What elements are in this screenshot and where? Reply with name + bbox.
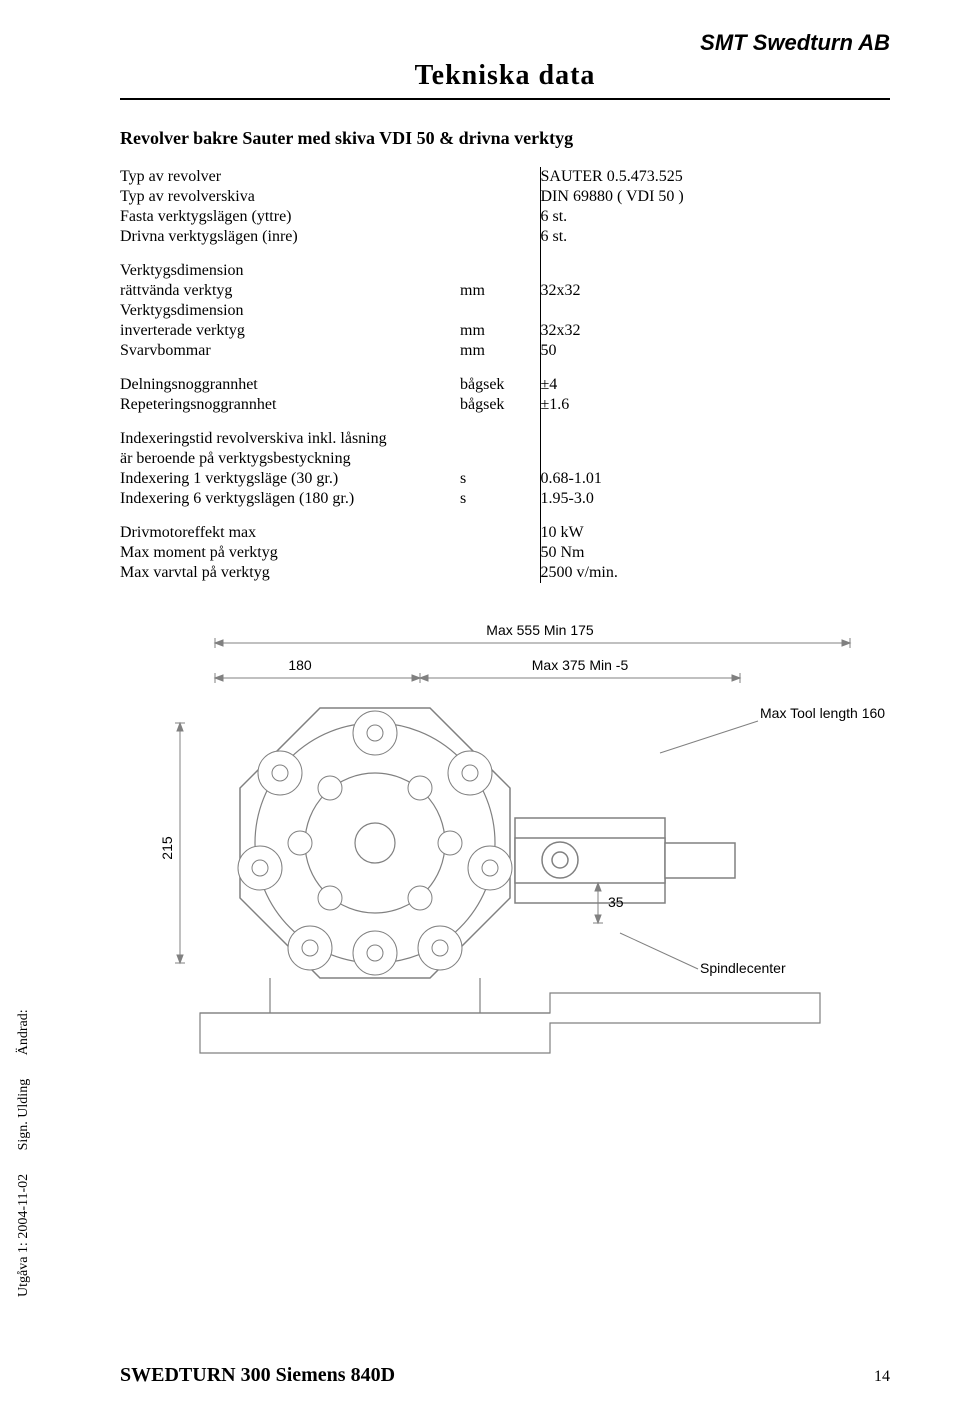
spec-row: Typ av revolverskiva DIN 69880 ( VDI 50 ) <box>120 187 890 207</box>
spec-unit: mm <box>460 321 540 341</box>
spec-unit <box>460 543 540 563</box>
spec-row: Drivna verktygslägen (inre) 6 st. <box>120 227 890 247</box>
spec-unit: mm <box>460 341 540 361</box>
spec-unit <box>460 187 540 207</box>
spec-value: DIN 69880 ( VDI 50 ) <box>540 187 890 207</box>
spec-label: Indexering 1 verktygsläge (30 gr.) <box>120 469 460 489</box>
footer-page-number: 14 <box>874 1368 890 1386</box>
spec-label: Fasta verktygslägen (yttre) <box>120 207 460 227</box>
spec-unit <box>460 429 540 449</box>
spec-label: Drivmotoreffekt max <box>120 523 460 543</box>
page-title: Tekniska data <box>120 60 890 92</box>
spec-row: Typ av revolver SAUTER 0.5.473.525 <box>120 167 890 187</box>
diagram-svg: Max 555 Min 175 180 Max 375 Min -5 Max T… <box>120 613 890 1113</box>
spec-unit <box>460 167 540 187</box>
spec-row: är beroende på verktygsbestyckning <box>120 449 890 469</box>
spec-value: 32x32 <box>540 321 890 341</box>
spec-row: Indexering 1 verktygsläge (30 gr.)s0.68-… <box>120 469 890 489</box>
spec-value: 32x32 <box>540 281 890 301</box>
spec-label: Typ av revolverskiva <box>120 187 460 207</box>
dim-label: Spindlecenter <box>700 960 786 976</box>
spec-value: 50 Nm <box>540 543 890 563</box>
spec-label: Verktygsdimension <box>120 301 460 321</box>
spec-row: Indexeringstid revolverskiva inkl. låsni… <box>120 429 890 449</box>
spec-label: Max varvtal på verktyg <box>120 563 460 583</box>
spec-value: 6 st. <box>540 207 890 227</box>
spec-row: Indexering 6 verktygslägen (180 gr.)s1.9… <box>120 489 890 509</box>
dim-label: 35 <box>608 894 624 910</box>
technical-diagram: Max 555 Min 175 180 Max 375 Min -5 Max T… <box>120 613 890 1113</box>
spec-unit: s <box>460 469 540 489</box>
dim-label: Max Tool length 160 <box>760 705 885 721</box>
spec-label: Verktygsdimension <box>120 261 460 281</box>
company-name: SMT Swedturn AB <box>700 30 890 56</box>
dim-label: Max 555 Min 175 <box>486 622 594 638</box>
spec-value: SAUTER 0.5.473.525 <box>540 167 890 187</box>
spec-unit: mm <box>460 281 540 301</box>
revision-line: Utgåva 1: 2004-11-02 <box>16 1174 32 1297</box>
footer-product: SWEDTURN 300 Siemens 840D <box>120 1364 395 1387</box>
spec-unit: s <box>460 489 540 509</box>
spec-unit <box>460 207 540 227</box>
spec-value <box>540 449 890 469</box>
spec-unit <box>460 227 540 247</box>
dim-label: 180 <box>288 657 312 673</box>
spec-row: Fasta verktygslägen (yttre) 6 st. <box>120 207 890 227</box>
spec-row: rättvända verktygmm32x32 <box>120 281 890 301</box>
spec-unit <box>460 523 540 543</box>
revision-line: Sign. Ulding <box>16 1079 32 1151</box>
spec-value: 1.95-3.0 <box>540 489 890 509</box>
spec-row: Verktygsdimension <box>120 261 890 281</box>
spec-row: Max varvtal på verktyg 2500 v/min. <box>120 563 890 583</box>
spec-value: 0.68-1.01 <box>540 469 890 489</box>
spec-unit <box>460 563 540 583</box>
spec-unit: bågsek <box>460 375 540 395</box>
spec-label: inverterade verktyg <box>120 321 460 341</box>
spec-value: ±4 <box>540 375 890 395</box>
title-rule <box>120 98 890 100</box>
spec-value <box>540 301 890 321</box>
spec-value: ±1.6 <box>540 395 890 415</box>
spec-row: inverterade verktygmm32x32 <box>120 321 890 341</box>
spec-label: är beroende på verktygsbestyckning <box>120 449 460 469</box>
spec-label: Indexering 6 verktygslägen (180 gr.) <box>120 489 460 509</box>
spec-value: 6 st. <box>540 227 890 247</box>
spec-label: Repeteringsnoggrannhet <box>120 395 460 415</box>
spec-value: 2500 v/min. <box>540 563 890 583</box>
page-footer: SWEDTURN 300 Siemens 840D 14 <box>120 1364 890 1387</box>
spec-label: Typ av revolver <box>120 167 460 187</box>
spec-label: Indexeringstid revolverskiva inkl. låsni… <box>120 429 460 449</box>
spec-row: Drivmotoreffekt max 10 kW <box>120 523 890 543</box>
dim-label: 215 <box>159 836 175 860</box>
spec-label: rättvända verktyg <box>120 281 460 301</box>
section-subtitle: Revolver bakre Sauter med skiva VDI 50 &… <box>120 128 890 149</box>
spec-unit <box>460 449 540 469</box>
revision-line: Ändrad: <box>16 1009 32 1055</box>
spec-row: Max moment på verktyg 50 Nm <box>120 543 890 563</box>
spec-unit <box>460 261 540 281</box>
spec-row: Repeteringsnoggrannhetbågsek±1.6 <box>120 395 890 415</box>
spec-table: Typ av revolver SAUTER 0.5.473.525 Typ av… <box>120 167 890 583</box>
spec-label: Max moment på verktyg <box>120 543 460 563</box>
spec-row: Verktygsdimension <box>120 301 890 321</box>
spec-label: Drivna verktygslägen (inre) <box>120 227 460 247</box>
revision-block: Utgåva 1: 2004-11-02 Sign. Ulding Ändrad… <box>16 989 32 1297</box>
dim-label: Max 375 Min -5 <box>532 657 629 673</box>
spec-label: Svarvbommar <box>120 341 460 361</box>
spec-value: 50 <box>540 341 890 361</box>
spec-row: Delningsnoggrannhetbågsek±4 <box>120 375 890 395</box>
spec-label: Delningsnoggrannhet <box>120 375 460 395</box>
spec-value <box>540 261 890 281</box>
spec-value <box>540 429 890 449</box>
spec-value: 10 kW <box>540 523 890 543</box>
spec-row: Svarvbommarmm50 <box>120 341 890 361</box>
spec-unit: bågsek <box>460 395 540 415</box>
spec-unit <box>460 301 540 321</box>
